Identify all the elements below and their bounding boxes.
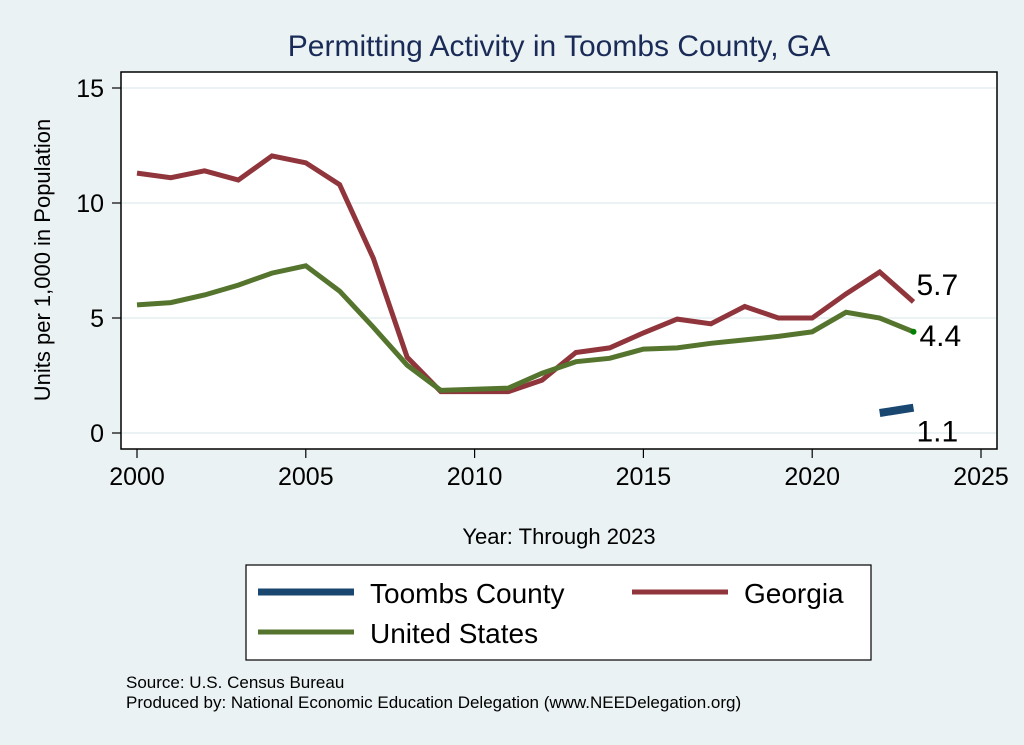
- x-tick-label: 2015: [616, 463, 672, 491]
- producer-note: Produced by: National Economic Education…: [126, 693, 741, 712]
- series-lines: [136, 153, 917, 417]
- end-label-united-states: 4.4: [919, 320, 961, 353]
- end-label-toombs-county: 1.1: [916, 416, 958, 449]
- y-tick-label: 15: [76, 75, 104, 103]
- x-tick-label: 2025: [953, 463, 1009, 491]
- y-axis-title: Units per 1,000 in Population: [30, 119, 55, 402]
- x-axis-title: Year: Through 2023: [462, 524, 655, 549]
- end-labels: 5.7 4.4 1.1: [916, 269, 961, 449]
- y-tick-label: 0: [90, 420, 104, 448]
- x-axis: 2000 2005 2010 2015 2020 2025: [109, 449, 1009, 491]
- legend-label-toombs-county: Toombs County: [370, 578, 565, 609]
- x-tick-label: 2005: [278, 463, 334, 491]
- end-marker-united-states: [910, 328, 917, 335]
- x-tick-label: 2000: [109, 463, 165, 491]
- y-axis: 0 5 10 15: [76, 75, 121, 448]
- legend-box: [245, 564, 872, 661]
- chart-title: Permitting Activity in Toombs County, GA: [288, 30, 830, 63]
- legend: Toombs County Georgia United States: [245, 564, 872, 661]
- plot-area: [120, 71, 998, 450]
- y-tick-label: 10: [76, 190, 104, 218]
- series-line-georgia: [136, 153, 916, 395]
- series-line-united-states: [136, 263, 915, 393]
- gridlines: [122, 87, 996, 434]
- x-tick-label: 2020: [784, 463, 840, 491]
- series-line-toombs-county: [879, 403, 915, 417]
- y-tick-label: 5: [90, 305, 104, 333]
- legend-label-georgia: Georgia: [744, 578, 844, 609]
- legend-label-united-states: United States: [370, 618, 538, 649]
- x-tick-label: 2010: [447, 463, 503, 491]
- source-note: Source: U.S. Census Bureau: [126, 673, 344, 692]
- end-label-georgia: 5.7: [916, 269, 958, 302]
